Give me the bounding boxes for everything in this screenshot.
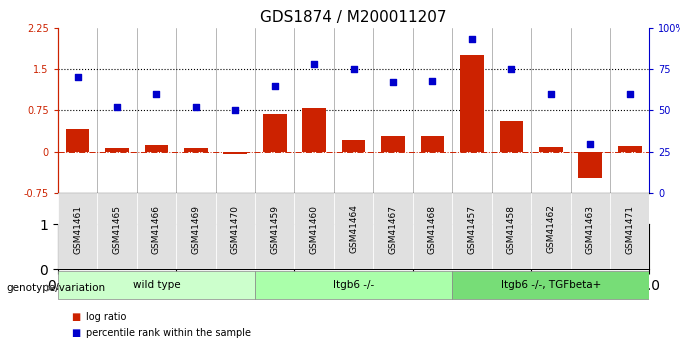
Bar bbox=[342, 140, 365, 152]
Text: GSM41463: GSM41463 bbox=[585, 205, 595, 254]
Point bbox=[506, 66, 517, 72]
Text: GSM41465: GSM41465 bbox=[112, 205, 122, 254]
Bar bbox=[184, 148, 207, 152]
Bar bbox=[58, 193, 97, 269]
Bar bbox=[373, 193, 413, 269]
Point bbox=[190, 104, 201, 110]
Bar bbox=[452, 270, 649, 298]
Text: GSM41468: GSM41468 bbox=[428, 205, 437, 254]
Bar bbox=[381, 136, 405, 152]
Point bbox=[309, 61, 320, 67]
Point bbox=[466, 37, 477, 42]
Bar bbox=[500, 121, 523, 152]
Point bbox=[388, 79, 398, 85]
Bar bbox=[255, 193, 294, 269]
Bar bbox=[413, 193, 452, 269]
Bar bbox=[137, 193, 176, 269]
Bar bbox=[216, 193, 255, 269]
Bar bbox=[145, 145, 168, 152]
Point bbox=[230, 108, 241, 113]
Bar bbox=[105, 148, 129, 152]
Bar bbox=[531, 193, 571, 269]
Bar bbox=[176, 193, 216, 269]
Text: GSM41458: GSM41458 bbox=[507, 205, 516, 254]
Text: GSM41462: GSM41462 bbox=[546, 205, 556, 254]
Text: GSM41457: GSM41457 bbox=[467, 205, 477, 254]
Text: GSM41464: GSM41464 bbox=[349, 205, 358, 254]
Bar bbox=[618, 146, 641, 152]
Title: GDS1874 / M200011207: GDS1874 / M200011207 bbox=[260, 10, 447, 25]
Point bbox=[72, 75, 83, 80]
Point bbox=[151, 91, 162, 97]
Point bbox=[269, 83, 280, 88]
Bar bbox=[66, 129, 89, 152]
Bar bbox=[421, 136, 444, 152]
Bar bbox=[571, 193, 610, 269]
Text: percentile rank within the sample: percentile rank within the sample bbox=[86, 328, 252, 338]
Text: ■: ■ bbox=[71, 328, 81, 338]
Point bbox=[545, 91, 556, 97]
Bar bbox=[492, 193, 531, 269]
Text: wild type: wild type bbox=[133, 280, 180, 289]
Bar bbox=[452, 193, 492, 269]
Bar bbox=[539, 147, 562, 152]
Bar bbox=[263, 114, 286, 152]
Text: ltgb6 -/-: ltgb6 -/- bbox=[333, 280, 374, 289]
Text: GSM41459: GSM41459 bbox=[270, 205, 279, 254]
Point bbox=[427, 78, 438, 83]
Text: ltgb6 -/-, TGFbeta+: ltgb6 -/-, TGFbeta+ bbox=[500, 280, 601, 289]
Bar bbox=[224, 152, 247, 154]
Bar bbox=[58, 270, 255, 298]
Text: GSM41469: GSM41469 bbox=[191, 205, 201, 254]
Text: ■: ■ bbox=[71, 312, 81, 322]
Text: GSM41460: GSM41460 bbox=[309, 205, 319, 254]
Point bbox=[624, 91, 635, 97]
Text: GSM41467: GSM41467 bbox=[388, 205, 398, 254]
Text: GSM41470: GSM41470 bbox=[231, 205, 240, 254]
Bar bbox=[610, 193, 649, 269]
Bar bbox=[460, 55, 483, 152]
Bar bbox=[579, 152, 602, 178]
Bar bbox=[334, 193, 373, 269]
Point bbox=[585, 141, 596, 146]
Text: GSM41461: GSM41461 bbox=[73, 205, 82, 254]
Text: genotype/variation: genotype/variation bbox=[7, 283, 106, 293]
Text: GSM41471: GSM41471 bbox=[625, 205, 634, 254]
Point bbox=[112, 104, 122, 110]
Bar bbox=[255, 270, 452, 298]
Bar bbox=[294, 193, 334, 269]
Text: GSM41466: GSM41466 bbox=[152, 205, 161, 254]
Bar bbox=[303, 108, 326, 152]
Point bbox=[348, 66, 359, 72]
Bar bbox=[97, 193, 137, 269]
Text: log ratio: log ratio bbox=[86, 312, 126, 322]
